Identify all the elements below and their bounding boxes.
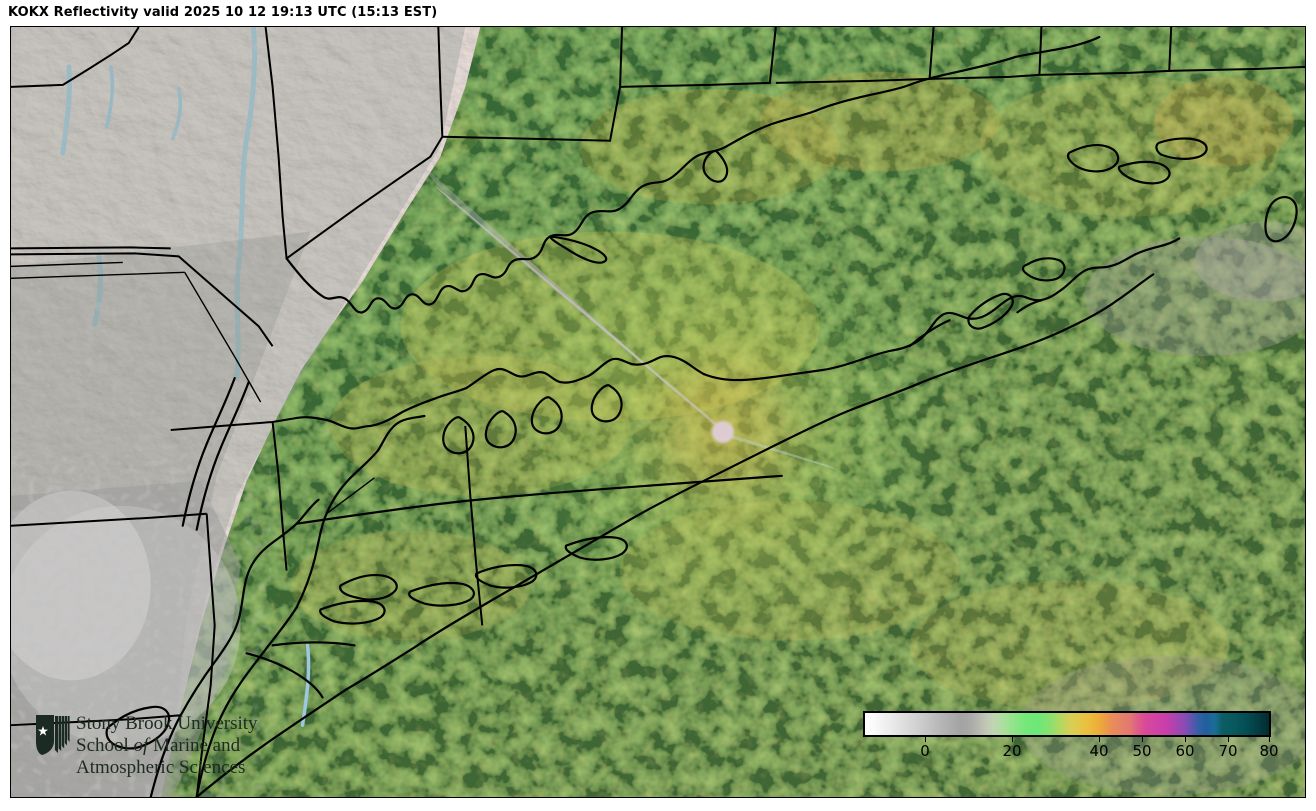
colorbar-tick-80: [1269, 737, 1270, 742]
colorbar-label-0: 0: [920, 742, 930, 760]
stony-brook-logo: Stony Brook University School of Marine …: [34, 701, 304, 781]
colorbar-tick-20: [1012, 737, 1013, 742]
inland-boundary-lines: [11, 261, 375, 515]
logo-text: Stony Brook University School of Marine …: [76, 701, 258, 779]
logo-line-2-italic: of: [133, 735, 149, 756]
colorbar-gradient: [863, 711, 1271, 737]
radar-map-canvas[interactable]: [11, 27, 1305, 797]
title-bar: KOKX Reflectivity valid 2025 10 12 19:13…: [8, 4, 1308, 22]
colorbar-tick-60: [1185, 737, 1186, 742]
colorbar-label-80: 80: [1259, 742, 1279, 760]
radar-map-panel[interactable]: [10, 26, 1306, 798]
colorbar-label-70: 70: [1218, 742, 1238, 760]
colorbar-tick-70: [1228, 737, 1229, 742]
reflectivity-colorbar[interactable]: 0 20 40 50 60 70 80: [863, 711, 1283, 771]
shield-icon: [36, 715, 70, 755]
coastline-outlines: [105, 35, 1298, 797]
colorbar-label-20: 20: [1002, 742, 1022, 760]
colorbar-tick-50: [1142, 737, 1143, 742]
radar-site-marker[interactable]: [709, 418, 736, 445]
logo-line-2b: Marine and: [148, 735, 241, 756]
state-county-borders: [11, 27, 1305, 797]
colorbar-label-50: 50: [1132, 742, 1152, 760]
colorbar-label-60: 60: [1175, 742, 1195, 760]
logo-line-3: Atmospheric Sciences: [76, 757, 246, 778]
logo-line-1: Stony Brook University: [76, 713, 258, 734]
colorbar-tick-0: [925, 737, 926, 742]
logo-line-2a: School: [76, 735, 134, 756]
logo-line-2: School of Marine and: [76, 735, 258, 757]
colorbar-label-40: 40: [1089, 742, 1109, 760]
page-title: KOKX Reflectivity valid 2025 10 12 19:13…: [8, 5, 438, 20]
ground-clutter-returns: [11, 27, 1305, 797]
colorbar-tick-40: [1099, 737, 1100, 742]
beam-spike-artifact: [410, 154, 838, 470]
